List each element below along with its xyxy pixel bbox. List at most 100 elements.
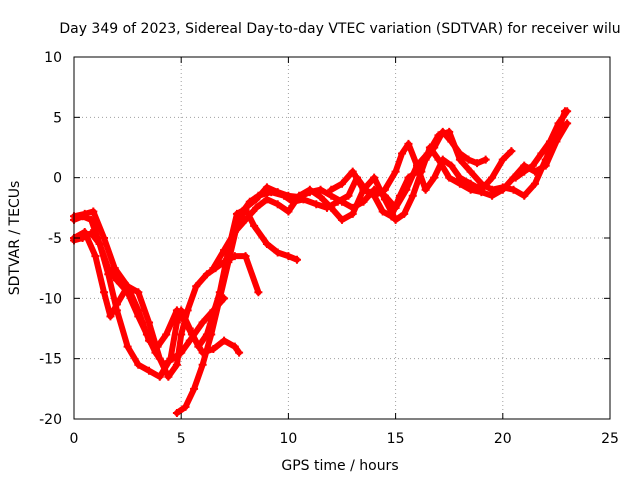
data-point: [145, 366, 154, 375]
data-point: [430, 143, 439, 152]
data-point: [142, 330, 151, 339]
data-point: [224, 258, 233, 267]
data-point: [162, 330, 171, 339]
data-point: [348, 209, 357, 218]
data-point: [252, 203, 261, 212]
data-point: [87, 229, 96, 238]
data-point: [530, 179, 539, 188]
data-point: [87, 215, 96, 224]
data-point: [327, 185, 336, 194]
data-point: [378, 207, 387, 216]
data-point: [237, 209, 246, 218]
data-point: [273, 248, 282, 257]
data-point: [445, 173, 454, 182]
data-point: [245, 197, 254, 206]
data-point: [207, 330, 216, 339]
data-point: [241, 252, 250, 261]
data-point: [78, 212, 87, 221]
data-point: [112, 276, 121, 285]
grid: [74, 57, 610, 419]
data-point: [104, 264, 113, 273]
data-point: [455, 173, 464, 182]
data-point: [507, 147, 516, 156]
data-point: [430, 173, 439, 182]
axis-ticks: 0 5 10 15 20 25 -20 -15 -10 -5 0 5 10: [39, 50, 619, 447]
data-point: [134, 312, 143, 321]
data-point: [477, 185, 486, 194]
data-point: [528, 161, 537, 170]
data-point: [299, 195, 308, 204]
data-point: [254, 288, 263, 297]
data-point: [511, 173, 520, 182]
data-point: [481, 155, 490, 164]
data-point: [192, 282, 201, 291]
data-point: [408, 191, 417, 200]
data-point: [230, 342, 239, 351]
data-point: [312, 200, 321, 209]
data-point: [177, 348, 186, 357]
data-point: [554, 119, 563, 128]
data-point: [273, 200, 282, 209]
data-point: [344, 191, 353, 200]
data-point: [563, 119, 572, 128]
data-point: [262, 240, 271, 249]
data-point: [563, 107, 572, 116]
data-point: [520, 191, 529, 200]
data-point: [89, 207, 98, 216]
data-point: [194, 342, 203, 351]
y-axis-label: SDTVAR / TECUs: [7, 181, 23, 296]
data-point: [473, 159, 482, 168]
y-tick-label: 0: [53, 171, 62, 187]
y-tick-label: -5: [48, 231, 62, 247]
y-tick-label: -20: [39, 412, 62, 428]
data-point: [466, 167, 475, 176]
data-point: [370, 191, 379, 200]
data-point: [123, 288, 132, 297]
data-point: [400, 209, 409, 218]
data-point: [168, 354, 177, 363]
data-point: [338, 179, 346, 188]
series-track-9: [511, 107, 572, 182]
data-point: [220, 336, 229, 345]
data-point: [181, 402, 190, 411]
data-point: [404, 139, 413, 148]
data-point: [438, 155, 447, 164]
data-point: [391, 215, 400, 224]
data-point: [215, 294, 224, 303]
data-point: [520, 167, 529, 176]
data-point: [391, 167, 400, 176]
data-point: [172, 318, 181, 327]
data-point: [284, 252, 293, 261]
data-point: [380, 185, 389, 194]
data-point: [100, 234, 109, 242]
data-point: [421, 155, 430, 164]
x-tick-label: 5: [177, 431, 186, 447]
data-point: [185, 336, 194, 345]
x-axis-label: GPS time / hours: [281, 458, 398, 474]
x-tick-label: 0: [70, 431, 79, 447]
data-point: [348, 167, 357, 176]
data-point: [545, 137, 554, 146]
data-point: [288, 197, 297, 206]
data-point: [380, 195, 389, 204]
data-point: [198, 360, 207, 369]
data-point: [254, 191, 263, 200]
data-point: [230, 227, 239, 236]
data-point: [387, 212, 396, 221]
data-point: [530, 167, 539, 176]
data-point: [316, 185, 325, 194]
data-point: [151, 348, 160, 357]
data-point: [209, 264, 218, 273]
data-point: [498, 185, 507, 194]
x-tick-label: 25: [601, 431, 619, 447]
data-point: [262, 195, 271, 204]
x-tick-label: 15: [387, 431, 405, 447]
data-point: [280, 191, 289, 200]
data-point: [537, 149, 546, 158]
y-tick-label: 10: [44, 50, 62, 66]
data-point: [202, 270, 211, 279]
data-point: [198, 318, 207, 327]
data-point: [134, 288, 143, 297]
x-tick-label: 10: [279, 431, 297, 447]
data-point: [241, 215, 250, 224]
